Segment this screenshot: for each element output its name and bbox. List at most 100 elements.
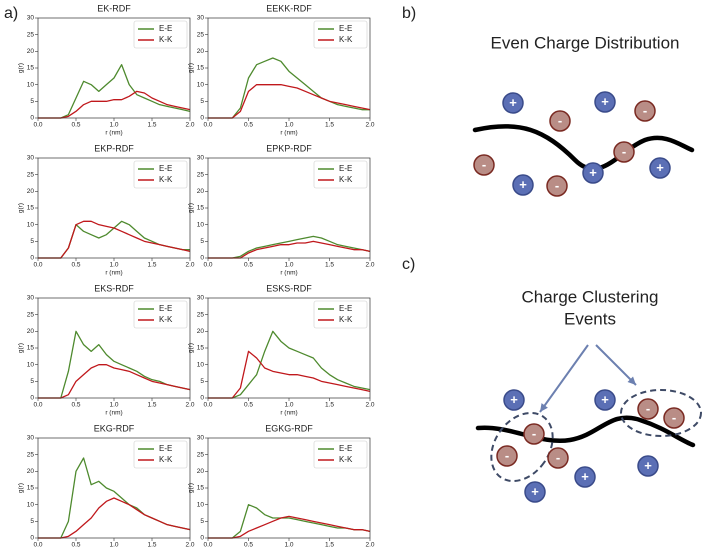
x-tick-label: 1.0 xyxy=(284,402,293,409)
ion-sign: + xyxy=(519,177,527,192)
ion xyxy=(473,154,495,176)
y-tick-label: 0 xyxy=(30,395,34,402)
ion xyxy=(496,445,518,467)
y-tick-label: 25 xyxy=(27,451,35,458)
cluster-outline xyxy=(490,411,554,483)
legend-label: E-E xyxy=(159,304,172,313)
y-axis-label: g(r) xyxy=(18,483,25,493)
x-tick-label: 1.0 xyxy=(284,262,293,269)
y-tick-label: 5 xyxy=(200,378,204,385)
y-axis-label: g(r) xyxy=(18,203,25,213)
x-tick-label: 2.0 xyxy=(365,122,374,129)
x-tick-label: 1.5 xyxy=(147,262,156,269)
y-tick-label: 20 xyxy=(197,48,205,55)
x-tick-label: 1.5 xyxy=(147,542,156,549)
plot-frame xyxy=(207,297,371,399)
y-axis-label: g(r) xyxy=(18,63,25,73)
ion-sign: + xyxy=(601,392,609,407)
chart-title: EPKP-RDF xyxy=(266,143,312,153)
x-tick-label: 0.0 xyxy=(203,542,212,549)
legend-label: E-E xyxy=(339,164,352,173)
y-tick-label: 5 xyxy=(30,238,34,245)
ion xyxy=(524,481,546,503)
plot-frame xyxy=(207,157,371,259)
x-tick-label: 0.0 xyxy=(203,402,212,409)
x-tick-label: 0.5 xyxy=(71,122,80,129)
x-tick-label: 0.0 xyxy=(203,122,212,129)
x-tick-label: 0.5 xyxy=(71,262,80,269)
ion-sign: + xyxy=(531,484,539,499)
y-axis-label: g(r) xyxy=(188,343,195,353)
legend-label: E-E xyxy=(159,444,172,453)
y-axis-label: g(r) xyxy=(188,63,195,73)
y-tick-label: 25 xyxy=(197,451,205,458)
plot-frame xyxy=(37,437,191,539)
series-line xyxy=(208,57,370,119)
ion-sign: + xyxy=(581,469,589,484)
y-tick-label: 20 xyxy=(197,468,205,475)
ion-sign: - xyxy=(672,410,676,425)
y-tick-label: 0 xyxy=(200,115,204,122)
series-line xyxy=(208,235,371,259)
chart-title: EEKK-RDF xyxy=(266,3,312,13)
y-tick-label: 0 xyxy=(30,535,34,542)
y-tick-label: 20 xyxy=(197,188,205,195)
chart-title: EKS-RDF xyxy=(94,283,134,293)
chart-title: EKP-RDF xyxy=(94,143,134,153)
legend-label: K-K xyxy=(339,455,353,464)
legend-label: E-E xyxy=(159,164,172,173)
x-tick-label: 1.0 xyxy=(109,262,118,269)
ion xyxy=(546,175,568,197)
series-line xyxy=(208,240,371,259)
ion xyxy=(582,162,604,184)
y-tick-label: 10 xyxy=(27,81,35,88)
ion-sign: - xyxy=(555,178,559,193)
y-tick-label: 25 xyxy=(27,31,35,38)
y-tick-label: 5 xyxy=(30,378,34,385)
ion xyxy=(663,407,685,429)
y-tick-label: 25 xyxy=(27,171,35,178)
legend xyxy=(133,440,188,469)
ion xyxy=(637,398,659,420)
x-tick-label: 0.0 xyxy=(33,402,42,409)
legend xyxy=(313,300,368,329)
y-axis-label: g(r) xyxy=(188,203,195,213)
plot-frame xyxy=(37,157,191,259)
series-line xyxy=(208,504,371,539)
x-tick-label: 0.5 xyxy=(71,542,80,549)
series-line xyxy=(38,64,191,119)
ion-sign: + xyxy=(510,392,518,407)
legend xyxy=(313,440,368,469)
x-tick-label: 1.5 xyxy=(325,262,334,269)
legend-label: K-K xyxy=(159,455,173,464)
legend xyxy=(313,160,368,189)
y-tick-label: 0 xyxy=(200,255,204,262)
x-tick-label: 1.5 xyxy=(325,122,334,129)
series-line xyxy=(38,364,191,399)
legend xyxy=(133,20,188,49)
x-tick-label: 1.5 xyxy=(147,402,156,409)
cluster-outline xyxy=(620,389,702,437)
legend-label: E-E xyxy=(339,24,352,33)
y-tick-label: 25 xyxy=(197,171,205,178)
y-tick-label: 25 xyxy=(197,31,205,38)
ion-sign: - xyxy=(505,448,509,463)
y-tick-label: 20 xyxy=(27,48,35,55)
y-tick-label: 10 xyxy=(27,221,35,228)
y-tick-label: 10 xyxy=(197,81,205,88)
panel-label: c) xyxy=(402,256,415,273)
ion-sign: + xyxy=(509,95,517,110)
series-line xyxy=(38,220,191,259)
legend-label: E-E xyxy=(159,24,172,33)
ion xyxy=(523,423,545,445)
ion xyxy=(613,141,635,163)
y-tick-label: 5 xyxy=(200,518,204,525)
ion xyxy=(503,389,525,411)
y-tick-label: 5 xyxy=(30,98,34,105)
series-line xyxy=(38,497,191,539)
ion-sign: - xyxy=(532,426,536,441)
y-tick-label: 5 xyxy=(30,518,34,525)
x-axis-label: r (nm) xyxy=(280,130,297,137)
ion-sign: - xyxy=(482,157,486,172)
legend xyxy=(133,300,188,329)
